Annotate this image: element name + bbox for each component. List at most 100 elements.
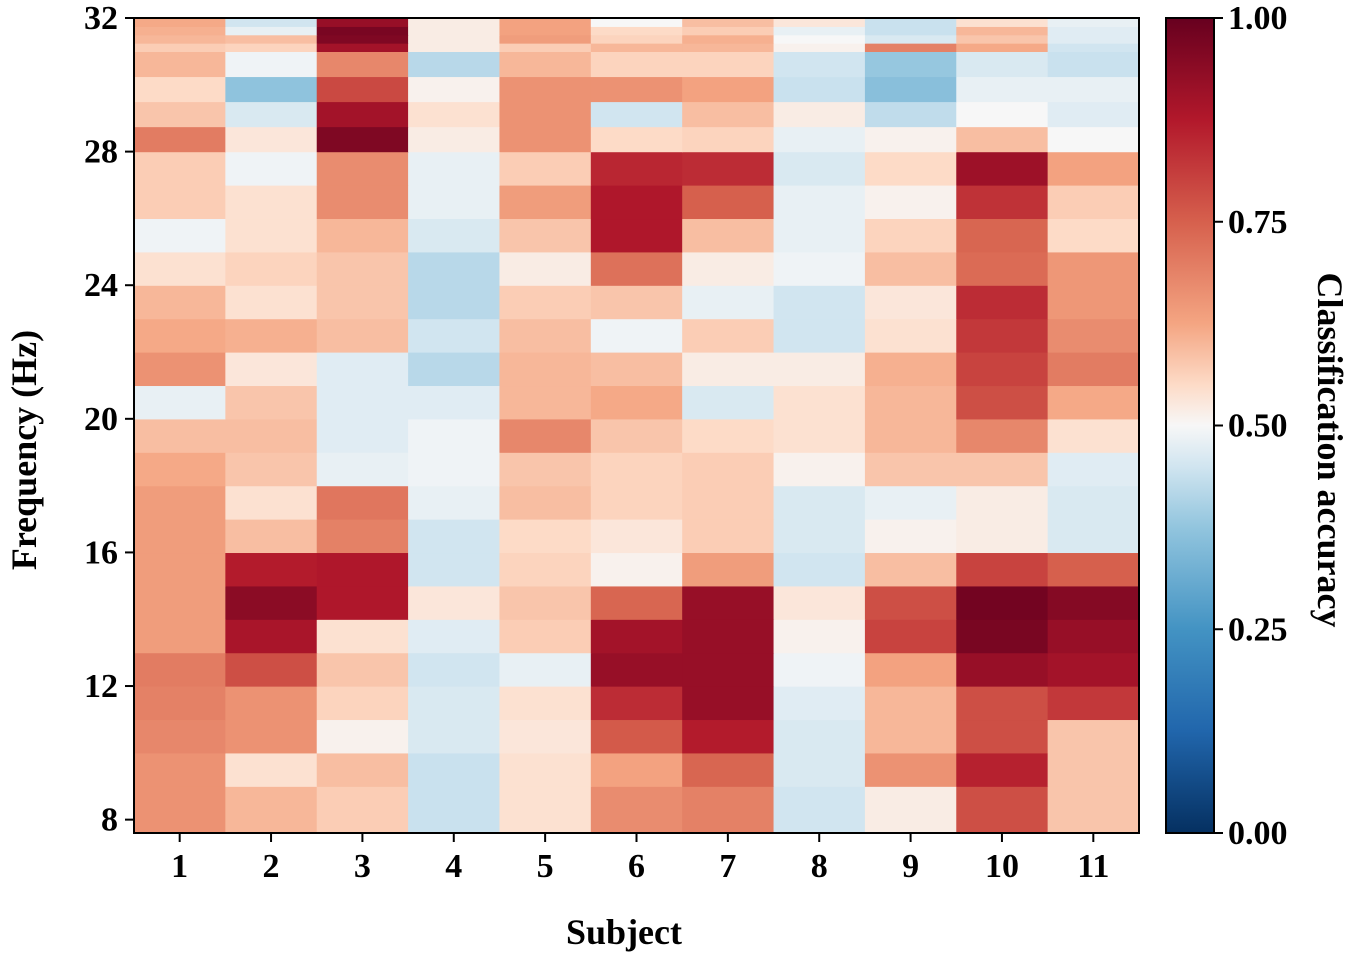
heatmap-cell (682, 34, 775, 44)
heatmap-cell (225, 26, 318, 36)
heatmap-cell (1047, 101, 1140, 128)
heatmap-cell (134, 686, 226, 721)
heatmap-cell (499, 452, 592, 487)
heatmap-cell (225, 519, 318, 554)
heatmap-cell (864, 719, 957, 754)
heatmap-cell (1047, 585, 1140, 620)
heatmap-cell (864, 218, 957, 253)
heatmap-cell (773, 418, 866, 453)
heatmap-cell (773, 126, 866, 153)
heatmap-cell (956, 51, 1049, 78)
heatmap-cell (773, 352, 866, 387)
heatmap-cell (316, 185, 409, 220)
heatmap-cell (682, 26, 775, 36)
heatmap-cell (225, 76, 318, 103)
heatmap-cell (134, 126, 226, 153)
heatmap-cell (956, 26, 1049, 36)
heatmap-cell (956, 151, 1049, 186)
heatmap-cell (408, 151, 501, 186)
heatmap-cell (408, 285, 501, 320)
heatmap-cell (225, 185, 318, 220)
heatmap-cell (225, 151, 318, 186)
heatmap-cell (1047, 285, 1140, 320)
heatmap-cell (1047, 352, 1140, 387)
heatmap-cell (864, 26, 957, 36)
heatmap-cell (956, 251, 1049, 286)
heatmap-cell (590, 26, 683, 36)
heatmap-cell (1047, 485, 1140, 520)
heatmap-cell (408, 101, 501, 128)
heatmap-cell (682, 251, 775, 286)
heatmap-cell (408, 752, 501, 787)
heatmap-cell (956, 126, 1049, 153)
heatmap-cell (225, 18, 318, 27)
heatmap-cell (408, 418, 501, 453)
heatmap-cell (1047, 619, 1140, 654)
heatmap-cell (499, 719, 592, 754)
colorbar-tick-label: 0.00 (1228, 815, 1288, 852)
heatmap-cell (864, 34, 957, 44)
heatmap-cell (590, 251, 683, 286)
heatmap-cell (682, 126, 775, 153)
heatmap-cell (499, 285, 592, 320)
heatmap-cell (864, 76, 957, 103)
heatmap-cell (408, 18, 501, 27)
heatmap-cell (134, 619, 226, 654)
heatmap-cell (864, 619, 957, 654)
heatmap-cell (499, 752, 592, 787)
heatmap-cell (956, 452, 1049, 487)
heatmap-cell (864, 285, 957, 320)
colorbar-label: Classification accuracy (1310, 273, 1350, 628)
heatmap-cell (225, 752, 318, 787)
heatmap-cell (1047, 34, 1140, 44)
heatmap-cell (499, 619, 592, 654)
heatmap-cell (134, 719, 226, 754)
heatmap-cell (316, 101, 409, 128)
heatmap-cell (316, 76, 409, 103)
heatmap-cell (225, 652, 318, 687)
heatmap-cell (590, 585, 683, 620)
heatmap-cell (134, 76, 226, 103)
heatmap-cell (682, 185, 775, 220)
heatmap-cell (134, 452, 226, 487)
heatmap-cell (864, 51, 957, 78)
heatmap-cell (682, 43, 775, 52)
heatmap-cell (225, 34, 318, 44)
heatmap-cell (499, 585, 592, 620)
heatmap-cell (864, 101, 957, 128)
heatmap-cell (316, 552, 409, 587)
y-tick-label: 32 (84, 0, 118, 37)
heatmap-cell (316, 385, 409, 420)
heatmap-cell (956, 185, 1049, 220)
y-axis-ticks: 8 12 16 20 24 28 32 (84, 0, 134, 839)
heatmap-cell (225, 43, 318, 52)
heatmap-cell (499, 418, 592, 453)
heatmap-cell (773, 752, 866, 787)
heatmap-cell (499, 552, 592, 587)
heatmap-cell (773, 34, 866, 44)
x-tick-label: 10 (985, 848, 1019, 885)
heatmap-cell (134, 43, 226, 52)
x-tick-label: 2 (263, 848, 280, 885)
heatmap-cell (773, 552, 866, 587)
heatmap-cell (773, 218, 866, 253)
heatmap-cell (590, 151, 683, 186)
heatmap-cell (499, 485, 592, 520)
heatmap-cell (682, 719, 775, 754)
heatmap-cell (590, 185, 683, 220)
heatmap-cell (408, 34, 501, 44)
heatmap-cell (1047, 752, 1140, 787)
heatmap-cell (773, 452, 866, 487)
heatmap-cell (316, 652, 409, 687)
heatmap-cell (590, 752, 683, 787)
colorbar-ticks: 0.00 0.25 0.50 0.75 1.00 (1214, 0, 1288, 852)
heatmap-cell (1047, 318, 1140, 353)
heatmap-cell (408, 352, 501, 387)
heatmap-cell (1047, 18, 1140, 27)
heatmap-cell (773, 318, 866, 353)
heatmap-cell (499, 318, 592, 353)
heatmap-cell (408, 786, 501, 834)
heatmap-cell (134, 285, 226, 320)
heatmap-cell (590, 519, 683, 554)
heatmap-cell (134, 251, 226, 286)
